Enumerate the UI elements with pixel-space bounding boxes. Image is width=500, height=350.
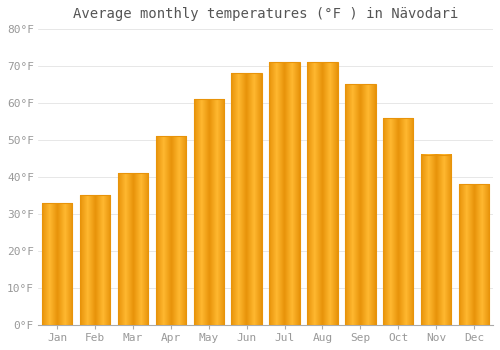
Bar — [232, 74, 262, 325]
Bar — [118, 173, 148, 325]
Bar — [270, 62, 300, 325]
Bar — [308, 62, 338, 325]
Bar — [80, 195, 110, 325]
Bar — [80, 195, 110, 325]
Bar — [232, 74, 262, 325]
Bar — [459, 184, 490, 325]
Bar — [118, 173, 148, 325]
Bar — [459, 184, 490, 325]
Bar — [345, 84, 376, 325]
Bar — [383, 118, 414, 325]
Bar — [194, 99, 224, 325]
Bar — [270, 62, 300, 325]
Bar — [383, 118, 414, 325]
Bar — [156, 136, 186, 325]
Bar — [42, 203, 72, 325]
Bar — [421, 155, 452, 325]
Bar — [345, 84, 376, 325]
Bar — [42, 203, 72, 325]
Bar — [194, 99, 224, 325]
Title: Average monthly temperatures (°F ) in Nävodari: Average monthly temperatures (°F ) in Nä… — [73, 7, 458, 21]
Bar — [308, 62, 338, 325]
Bar — [156, 136, 186, 325]
Bar — [421, 155, 452, 325]
